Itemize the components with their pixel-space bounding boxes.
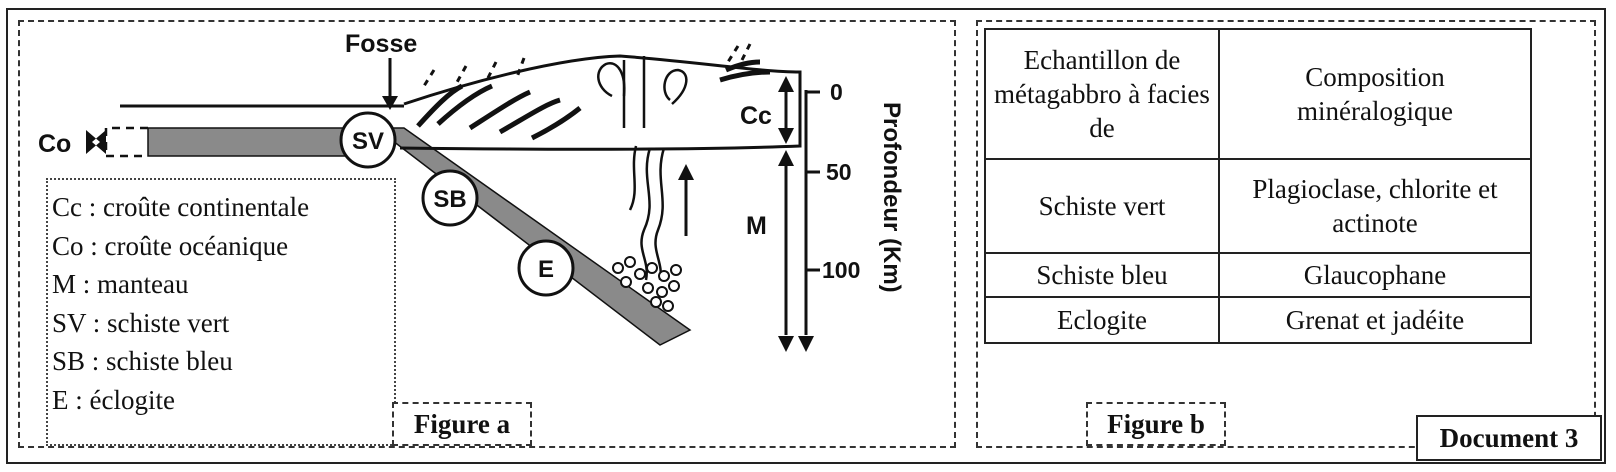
table-cell: Schiste vert bbox=[984, 158, 1220, 254]
m-label: M bbox=[746, 212, 767, 240]
fault-arcs bbox=[416, 59, 771, 141]
table-cell: Plagioclase, chlorite et actinote bbox=[1218, 158, 1532, 254]
table-cell: Glaucophane bbox=[1218, 252, 1532, 298]
cc-arrow-head-up bbox=[778, 76, 794, 92]
m-arrow-head-down bbox=[778, 336, 794, 352]
oceanic-crust-dashed-end bbox=[104, 126, 148, 158]
oceanic-crust-band bbox=[147, 127, 377, 157]
depth-axis-head bbox=[798, 336, 814, 352]
table-header-cell: Composition minéralogique bbox=[1218, 28, 1532, 160]
fault-ticks bbox=[422, 43, 752, 87]
sb-circle bbox=[421, 169, 479, 227]
document-frame bbox=[6, 8, 1606, 464]
e-label: E bbox=[538, 256, 554, 283]
magma-droplets bbox=[612, 256, 682, 312]
table-cell: Schiste bleu bbox=[984, 252, 1220, 298]
fosse-arrow-head bbox=[382, 96, 398, 110]
rising-arrow-head bbox=[678, 164, 694, 180]
sb-label: SB bbox=[433, 186, 466, 213]
mineral-composition-table: Echantillon de métagabbro à facies de Co… bbox=[984, 28, 1532, 344]
figure-a-legend: Cc : croûte continentale Co : croûte océ… bbox=[46, 178, 396, 446]
figure-b-panel bbox=[976, 20, 1596, 448]
table-header-cell: Echantillon de métagabbro à facies de bbox=[984, 28, 1220, 160]
cc-label: Cc bbox=[740, 102, 772, 130]
legend-item: E : éclogite bbox=[52, 384, 175, 415]
figure-a-panel bbox=[18, 20, 956, 448]
depth-tick-label-0: 0 bbox=[830, 79, 843, 105]
fosse-label: Fosse bbox=[345, 30, 417, 58]
legend-item: Co : croûte océanique bbox=[52, 230, 289, 261]
document-label: Document 3 bbox=[1416, 415, 1602, 461]
e-circle bbox=[517, 239, 575, 297]
legend-item: SV : schiste vert bbox=[52, 307, 230, 338]
cc-arrow-head-down bbox=[778, 128, 794, 144]
table-row: Schiste bleu Glaucophane bbox=[984, 252, 1532, 298]
sv-label: SV bbox=[352, 128, 384, 155]
co-marker-icon bbox=[86, 130, 106, 154]
legend-item: Cc : croûte continentale bbox=[52, 192, 310, 222]
sv-circle bbox=[339, 111, 397, 169]
table-cell: Eclogite bbox=[984, 296, 1220, 344]
legend-item: SB : schiste bleu bbox=[52, 346, 233, 376]
m-arrow-head-up bbox=[778, 150, 794, 166]
table-header-row: Echantillon de métagabbro à facies de Co… bbox=[984, 28, 1532, 160]
depth-tick-label-50: 50 bbox=[826, 159, 852, 185]
table-cell: Grenat et jadéite bbox=[1218, 296, 1532, 344]
magma-conduits bbox=[597, 56, 688, 281]
depth-tick-label-100: 100 bbox=[822, 257, 860, 283]
table-row: Eclogite Grenat et jadéite bbox=[984, 296, 1532, 344]
figure-b-caption: Figure b bbox=[1086, 402, 1226, 446]
legend-item: M : manteau bbox=[52, 269, 189, 299]
table-row: Schiste vert Plagioclase, chlorite et ac… bbox=[984, 158, 1532, 254]
co-label: Co bbox=[38, 130, 71, 158]
figure-a-caption: Figure a bbox=[392, 402, 532, 446]
depth-axis-label: Profondeur (Km) bbox=[878, 102, 905, 293]
